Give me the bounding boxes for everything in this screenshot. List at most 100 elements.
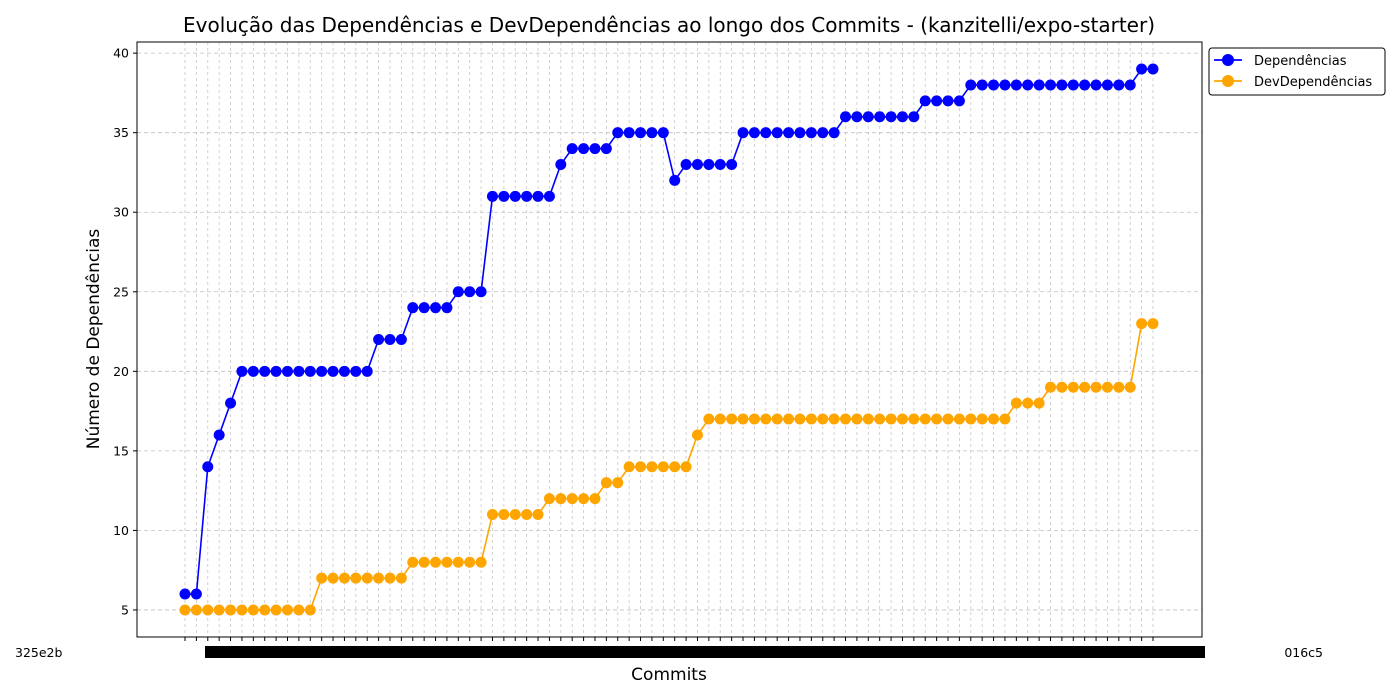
data-point-series-0 [635, 127, 647, 139]
data-point-series-0 [714, 159, 726, 170]
data-point-series-0 [783, 127, 795, 139]
x-tick-label-first: 325e2b [15, 645, 63, 660]
y-tick-label: 30 [113, 205, 129, 220]
data-point-series-0 [498, 190, 510, 202]
data-point-series-1 [247, 604, 259, 616]
data-point-series-1 [669, 461, 681, 473]
data-point-series-0 [1022, 79, 1034, 91]
data-point-series-0 [669, 174, 681, 186]
data-point-series-0 [646, 127, 658, 139]
data-point-series-0 [589, 143, 601, 155]
data-point-series-0 [771, 127, 783, 139]
series-line-1 [185, 322, 1153, 611]
data-point-series-1 [885, 413, 897, 425]
data-point-series-1 [1033, 397, 1045, 409]
data-point-series-1 [976, 413, 988, 425]
data-point-series-0 [828, 127, 840, 139]
data-point-series-1 [1010, 397, 1022, 409]
data-point-series-1 [190, 604, 202, 616]
data-point-series-1 [543, 493, 555, 505]
data-point-series-0 [931, 95, 943, 107]
data-point-series-0 [293, 365, 305, 377]
data-point-series-0 [213, 429, 225, 441]
data-point-series-0 [1147, 63, 1159, 75]
data-point-series-1 [338, 572, 350, 584]
y-tick-label: 20 [113, 364, 129, 379]
data-point-series-0 [817, 127, 829, 139]
data-point-series-0 [1101, 79, 1113, 91]
data-point-series-0 [976, 79, 988, 91]
data-point-series-0 [623, 127, 635, 139]
data-point-series-1 [783, 413, 795, 425]
data-point-series-0 [430, 302, 442, 314]
data-point-series-1 [225, 604, 237, 616]
data-point-series-1 [691, 429, 703, 441]
data-point-series-1 [794, 413, 806, 425]
data-point-series-1 [862, 413, 874, 425]
data-point-series-1 [521, 509, 533, 520]
data-point-series-1 [373, 572, 385, 584]
data-point-series-1 [327, 572, 339, 584]
y-tick-label: 40 [113, 46, 129, 61]
data-point-series-1 [418, 556, 430, 568]
data-point-series-0 [543, 190, 555, 202]
data-point-series-0 [748, 127, 760, 139]
data-point-series-0 [373, 334, 385, 345]
data-point-series-0 [737, 127, 749, 139]
data-point-series-1 [270, 604, 282, 616]
data-point-series-0 [1113, 79, 1125, 91]
data-point-series-1 [965, 413, 977, 425]
data-point-series-1 [817, 413, 829, 425]
data-point-series-1 [384, 572, 396, 584]
data-point-series-0 [338, 365, 350, 377]
data-point-series-0 [1045, 79, 1057, 91]
data-point-series-1 [475, 556, 487, 568]
data-point-series-0 [555, 159, 567, 170]
data-point-series-1 [304, 604, 316, 616]
data-point-series-1 [919, 413, 931, 425]
data-point-series-1 [1090, 381, 1102, 393]
legend-marker-devdependencias [1222, 75, 1234, 87]
data-point-series-1 [600, 477, 612, 489]
data-point-series-0 [327, 365, 339, 377]
data-point-series-0 [953, 95, 965, 107]
data-point-series-0 [281, 365, 293, 377]
data-point-series-0 [862, 111, 874, 123]
data-point-series-0 [874, 111, 886, 123]
data-point-series-1 [407, 556, 419, 568]
data-point-series-0 [1079, 79, 1091, 91]
data-point-series-1 [714, 413, 726, 425]
legend-label-dependencias: Dependências [1254, 54, 1347, 69]
data-point-series-0 [703, 159, 715, 170]
data-point-series-1 [441, 556, 453, 568]
data-point-series-1 [532, 509, 544, 520]
data-point-series-1 [988, 413, 1000, 425]
data-point-series-1 [452, 556, 464, 568]
y-axis: 5 10 15 20 25 30 35 40 [113, 46, 137, 617]
data-point-series-1 [566, 493, 578, 505]
data-point-series-0 [1124, 79, 1136, 91]
y-tick-label: 15 [113, 443, 129, 458]
data-point-series-0 [441, 302, 453, 314]
y-tick-label: 5 [121, 602, 129, 617]
data-point-series-1 [828, 413, 840, 425]
data-point-series-1 [657, 461, 669, 473]
data-point-series-1 [931, 413, 943, 425]
data-point-series-1 [179, 604, 191, 616]
series-line-0 [185, 68, 1153, 595]
grid [137, 42, 1202, 637]
data-point-series-1 [1136, 318, 1148, 330]
data-point-series-0 [418, 302, 430, 314]
data-point-series-1 [726, 413, 738, 425]
data-point-series-0 [316, 365, 328, 377]
data-point-series-1 [896, 413, 908, 425]
data-point-series-0 [1033, 79, 1045, 91]
data-point-series-1 [316, 572, 328, 584]
data-point-series-1 [202, 604, 214, 616]
legend-marker-dependencias [1222, 54, 1234, 66]
legend-label-devdependencias: DevDependências [1254, 75, 1372, 90]
series-layer [179, 63, 1159, 616]
data-point-series-1 [395, 572, 407, 584]
data-point-series-1 [805, 413, 817, 425]
data-point-series-0 [885, 111, 897, 123]
